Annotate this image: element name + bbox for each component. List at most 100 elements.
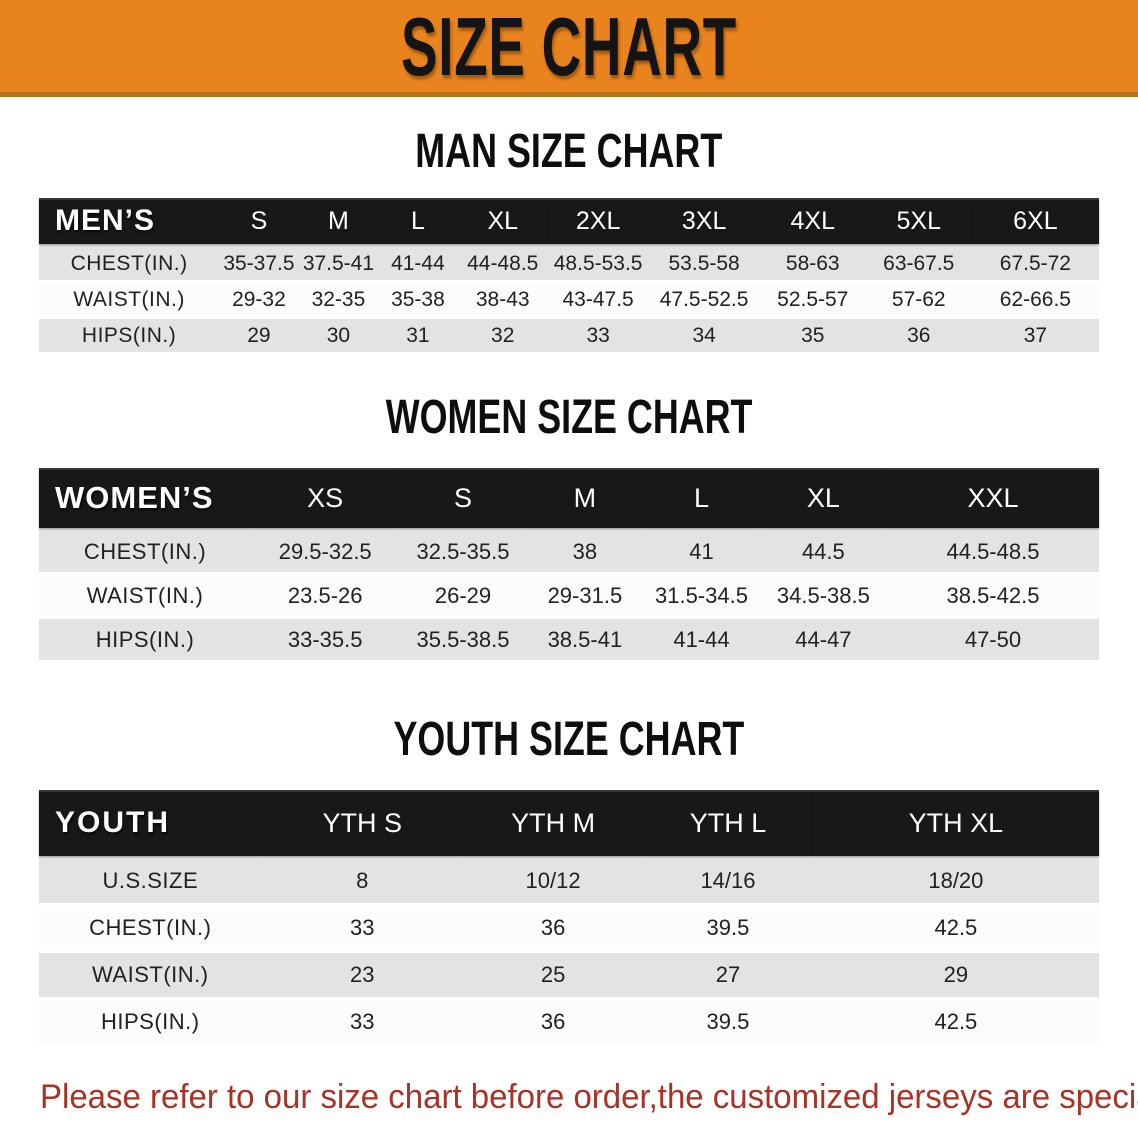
- men-row-chest: CHEST(IN.) 35-37.5 37.5-41 41-44 44-48.5…: [39, 247, 1099, 280]
- table-cell: 29-32: [219, 283, 299, 316]
- table-cell: 25: [462, 953, 644, 997]
- table-cell: 39.5: [643, 1000, 813, 1044]
- youth-group-label: YOUTH: [39, 790, 262, 856]
- women-group-label: WOMEN’S: [39, 468, 251, 528]
- women-col-header-xs: XS: [251, 468, 400, 528]
- men-col-header-2xl: 2XL: [547, 198, 649, 244]
- table-cell: 33: [261, 1000, 463, 1044]
- table-cell: 41: [643, 531, 760, 572]
- table-cell: 32.5-35.5: [399, 531, 527, 572]
- table-cell: 52.5-57: [759, 283, 866, 316]
- table-cell: 42.5: [812, 1000, 1099, 1044]
- table-cell: 47.5-52.5: [648, 283, 760, 316]
- women-section-heading: WOMEN SIZE CHART: [0, 388, 1138, 444]
- row-label: WAIST(IN.): [39, 953, 262, 997]
- youth-col-header-s: YTH S: [261, 790, 463, 856]
- row-label: CHEST(IN.): [39, 247, 220, 280]
- youth-row-chest: CHEST(IN.) 33 36 39.5 42.5: [39, 906, 1099, 950]
- women-row-hips: HIPS(IN.) 33-35.5 35.5-38.5 38.5-41 41-4…: [39, 619, 1099, 660]
- women-section: WOMEN SIZE CHART WOMEN’S XS S M L XL XXL: [0, 389, 1138, 663]
- youth-section-heading-text: YOUTH SIZE CHART: [393, 710, 745, 766]
- disclaimer: Please refer to our size chart before or…: [40, 1073, 1138, 1132]
- table-cell: 29.5-32.5: [251, 531, 400, 572]
- women-col-header-xl: XL: [759, 468, 887, 528]
- table-cell: 23: [261, 953, 463, 997]
- banner-title: SIZE CHART: [401, 0, 737, 93]
- table-cell: 27: [643, 953, 813, 997]
- table-cell: 33: [261, 906, 463, 950]
- table-cell: 29: [219, 319, 299, 352]
- table-cell: 10/12: [462, 859, 644, 903]
- table-cell: 35-37.5: [219, 247, 299, 280]
- men-group-label: MEN’S: [39, 198, 220, 244]
- table-cell: 38-43: [457, 283, 548, 316]
- table-cell: 39.5: [643, 906, 813, 950]
- table-cell: 63-67.5: [865, 247, 972, 280]
- table-cell: 67.5-72: [971, 247, 1099, 280]
- row-label: U.S.SIZE: [39, 859, 262, 903]
- banner: SIZE CHART: [0, 0, 1138, 97]
- table-cell: 37.5-41: [298, 247, 379, 280]
- men-header-row: MEN’S S M L XL 2XL 3XL 4XL 5XL 6XL: [39, 198, 1099, 244]
- youth-row-waist: WAIST(IN.) 23 25 27 29: [39, 953, 1099, 997]
- men-row-waist: WAIST(IN.) 29-32 32-35 35-38 38-43 43-47…: [39, 283, 1099, 316]
- row-label: CHEST(IN.): [39, 531, 251, 572]
- table-cell: 35: [759, 319, 866, 352]
- women-col-header-s: S: [399, 468, 527, 528]
- table-cell: 44.5-48.5: [886, 531, 1099, 572]
- row-label: CHEST(IN.): [39, 906, 262, 950]
- table-cell: 32: [457, 319, 548, 352]
- table-cell: 57-62: [865, 283, 972, 316]
- men-col-header-4xl: 4XL: [759, 198, 866, 244]
- table-cell: 23.5-26: [251, 575, 400, 616]
- women-col-header-l: L: [643, 468, 760, 528]
- table-cell: 29: [812, 953, 1099, 997]
- row-label: HIPS(IN.): [39, 319, 220, 352]
- table-cell: 36: [865, 319, 972, 352]
- youth-section: YOUTH SIZE CHART YOUTH YTH S YTH M YTH L…: [0, 711, 1138, 1047]
- table-cell: 29-31.5: [526, 575, 644, 616]
- table-cell: 44-47: [759, 619, 887, 660]
- youth-row-hips: HIPS(IN.) 33 36 39.5 42.5: [39, 1000, 1099, 1044]
- women-col-header-m: M: [526, 468, 644, 528]
- men-section-heading-text: MAN SIZE CHART: [415, 122, 723, 178]
- table-cell: 35-38: [378, 283, 458, 316]
- table-cell: 38.5-42.5: [886, 575, 1099, 616]
- men-col-header-5xl: 5XL: [865, 198, 972, 244]
- youth-col-header-m: YTH M: [462, 790, 644, 856]
- men-col-header-6xl: 6XL: [971, 198, 1099, 244]
- table-cell: 33-35.5: [251, 619, 400, 660]
- women-section-heading-text: WOMEN SIZE CHART: [385, 388, 753, 444]
- men-section: MAN SIZE CHART MEN’S S M L XL 2XL 3XL 4X…: [0, 123, 1138, 355]
- women-col-header-xxl: XXL: [886, 468, 1099, 528]
- men-size-table: MEN’S S M L XL 2XL 3XL 4XL 5XL 6XL CHEST…: [39, 195, 1099, 355]
- table-cell: 31: [378, 319, 458, 352]
- table-cell: 31.5-34.5: [643, 575, 760, 616]
- table-cell: 53.5-58: [648, 247, 760, 280]
- table-cell: 32-35: [298, 283, 379, 316]
- men-col-header-m: M: [298, 198, 379, 244]
- women-size-table: WOMEN’S XS S M L XL XXL CHEST(IN.) 29.5-…: [39, 465, 1099, 663]
- table-cell: 36: [462, 1000, 644, 1044]
- women-row-chest: CHEST(IN.) 29.5-32.5 32.5-35.5 38 41 44.…: [39, 531, 1099, 572]
- men-col-header-l: L: [378, 198, 458, 244]
- table-cell: 44.5: [759, 531, 887, 572]
- row-label: WAIST(IN.): [39, 575, 251, 616]
- table-cell: 34.5-38.5: [759, 575, 887, 616]
- table-cell: 43-47.5: [547, 283, 649, 316]
- men-col-header-3xl: 3XL: [648, 198, 760, 244]
- men-section-heading: MAN SIZE CHART: [0, 122, 1138, 178]
- table-cell: 35.5-38.5: [399, 619, 527, 660]
- row-label: WAIST(IN.): [39, 283, 220, 316]
- table-cell: 33: [547, 319, 649, 352]
- table-cell: 18/20: [812, 859, 1099, 903]
- row-label: HIPS(IN.): [39, 619, 251, 660]
- table-cell: 44-48.5: [457, 247, 548, 280]
- men-row-hips: HIPS(IN.) 29 30 31 32 33 34 35 36 37: [39, 319, 1099, 352]
- youth-section-heading: YOUTH SIZE CHART: [0, 710, 1138, 766]
- youth-size-table: YOUTH YTH S YTH M YTH L YTH XL U.S.SIZE …: [39, 787, 1099, 1047]
- table-cell: 62-66.5: [971, 283, 1099, 316]
- row-label: HIPS(IN.): [39, 1000, 262, 1044]
- table-cell: 48.5-53.5: [547, 247, 649, 280]
